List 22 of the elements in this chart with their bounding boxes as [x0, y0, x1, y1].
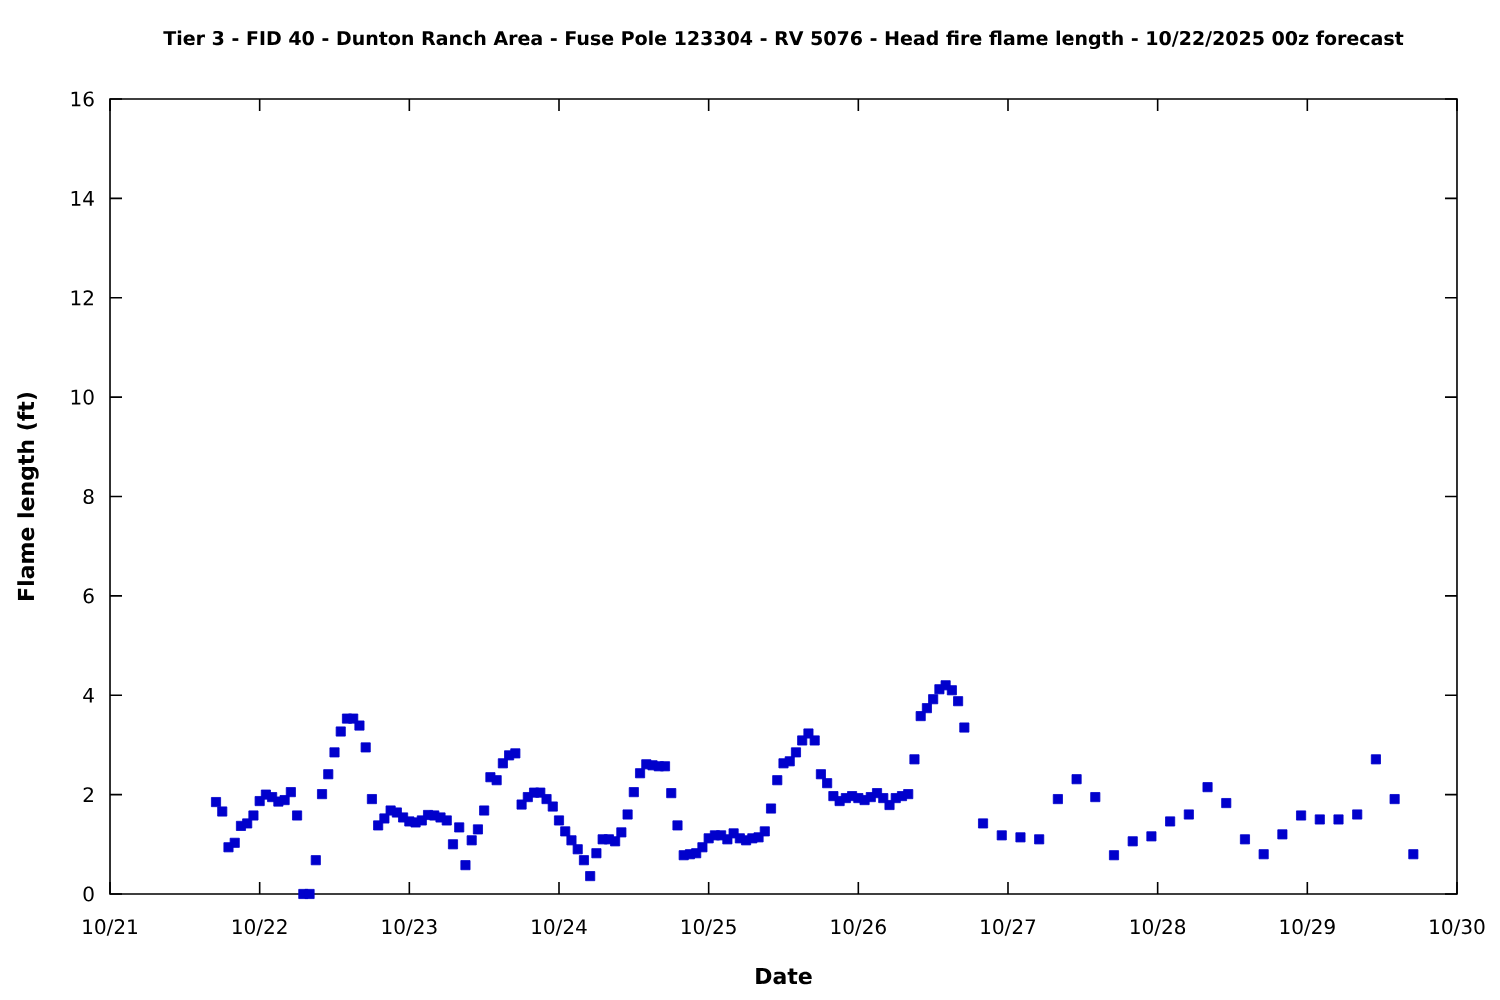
y-tick-label: 8	[83, 488, 94, 505]
x-tick-label: 10/25	[682, 919, 736, 936]
x-axis-title: Date	[756, 967, 812, 985]
y-tick-label: 4	[83, 687, 94, 703]
chart-title: Tier 3 - FID 40 - Dunton Ranch Area - Fuse Pole 123304 - RV 5076 - Head fire flame length - 10/22/2025 00z forecast	[163, 30, 1404, 50]
x-tick-label: 10/30	[1430, 919, 1485, 936]
y-tick-label: 14	[71, 191, 94, 206]
y-tick-label: 6	[83, 588, 94, 604]
x-tick-label: 10/21	[83, 919, 137, 936]
x-tick-label: 10/24	[532, 919, 587, 936]
x-tick-label: 10/22	[233, 919, 287, 936]
y-tick-label: 10	[71, 389, 94, 405]
y-tick-label: 2	[83, 787, 93, 803]
x-tick-label: 10/23	[382, 919, 437, 936]
y-tick-label: 12	[71, 290, 93, 306]
x-tick-label: 10/27	[981, 919, 1036, 936]
y-tick-label: 0	[83, 886, 94, 902]
y-tick-label: 16	[71, 91, 94, 107]
y-axis-title: Flame length (ft)	[17, 392, 39, 600]
x-tick-label: 10/26	[831, 919, 886, 936]
x-tick-label: 10/29	[1280, 919, 1335, 936]
x-tick-label: 10/28	[1131, 919, 1186, 936]
